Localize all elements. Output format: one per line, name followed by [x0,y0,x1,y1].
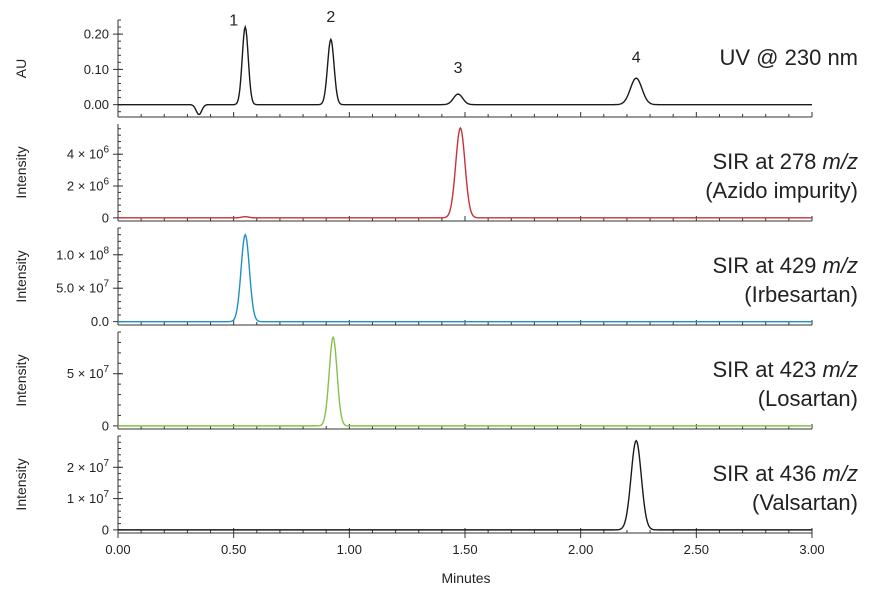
panel-label-line1: SIR at 423 m/z [712,357,858,382]
y-tick-mantissa: 0 [102,522,109,537]
trace-uv [118,24,812,116]
panel-label-text: UV @ 230 nm [720,45,859,70]
y-axis-title: Intensity [13,458,29,510]
y-tick-label: 1 × 107 [67,489,110,506]
y-tick-mantissa: 5 × 10 [67,366,104,381]
x-tick-label: 1.50 [452,542,477,557]
panel-label-unit: m/z [823,253,858,278]
y-tick-label: 0 [102,210,109,225]
panel-label-text: SIR at 423 [712,357,822,382]
y-tick-label: 2 × 107 [67,458,110,475]
y-tick-label: 0.10 [84,62,109,77]
panel-uv: 0.00 0.10 0.20 AU UV @ 230 nm 1 2 3 4 [13,9,859,118]
y-tick-mantissa: 0 [102,418,109,433]
y-axis-title: AU [13,59,29,78]
y-tick-label: 2 × 106 [67,177,110,194]
peak-label: 3 [454,60,463,77]
trace-sir278 [118,126,812,219]
y-tick-label: 0.20 [84,27,109,42]
trace-sir436 [118,439,812,531]
x-tick-label: 3.00 [799,542,824,557]
panel-sir429: 0.0 5.0 × 107 1.0 × 108 Intensity SIR at 429… [13,227,858,329]
x-tick-label: 2.00 [568,542,593,557]
y-tick-label: 1.0 × 108 [56,245,109,262]
x-axis-title: Minutes [441,570,490,586]
panel-label-text: SIR at 436 [712,461,822,486]
x-tick-label: 0.50 [221,542,246,557]
y-axis-title: Intensity [13,250,29,302]
y-tick-label: 0 [102,418,109,433]
y-tick-exponent: 7 [103,458,109,469]
y-tick-mantissa: 0.0 [91,314,109,329]
y-tick-label: 5.0 × 107 [56,279,109,296]
y-tick-exponent: 6 [103,145,109,156]
y-tick-mantissa: 2 × 10 [67,460,104,475]
x-tick-label: 0.00 [105,542,130,557]
panel-label-unit: m/z [823,357,858,382]
y-tick-label: 0 [102,522,109,537]
y-tick-exponent: 7 [103,489,109,500]
trace-sir429 [118,233,812,323]
panel-label-text: SIR at 429 [712,253,822,278]
y-axis-title: Intensity [13,146,29,198]
panel-label-unit: m/z [823,461,858,486]
y-tick-mantissa: 5.0 × 10 [56,281,103,296]
y-tick-mantissa: 2 × 10 [67,179,104,194]
y-tick-label: 0.00 [84,97,109,112]
peak-label: 1 [229,12,238,29]
y-tick-exponent: 7 [103,279,109,290]
x-tick-label: 2.50 [684,542,709,557]
y-tick-label: 5 × 107 [67,364,110,381]
panel-sir423: 0 5 × 107 Intensity SIR at 423 m/z (Losartan… [13,331,858,433]
y-tick-exponent: 6 [103,177,109,188]
y-tick-mantissa: 0 [102,210,109,225]
panel-label-text: SIR at 278 [712,149,822,174]
panel-label-unit: m/z [823,149,858,174]
panel-label-line2: (Losartan) [758,386,858,411]
y-tick-label: 0.0 [91,314,109,329]
y-tick-exponent: 8 [103,245,109,256]
panel-label-line1: SIR at 429 m/z [712,253,858,278]
panel-label-line2: (Irbesartan) [744,282,858,307]
peak-label: 4 [632,49,641,66]
peak-label: 2 [326,9,335,26]
y-axis-title: Intensity [13,354,29,406]
y-tick-mantissa: 4 × 10 [67,147,104,162]
y-tick-label: 4 × 106 [67,145,110,162]
panel-label-line1: SIR at 436 m/z [712,461,858,486]
y-tick-exponent: 7 [103,364,109,375]
panel-label-line1: UV @ 230 nm [720,45,859,70]
y-tick-mantissa: 1 × 10 [67,491,104,506]
y-tick-mantissa: 1.0 × 10 [56,247,103,262]
x-axis: 0.00 0.50 1.00 1.50 2.00 2.50 3.00 [105,533,825,557]
panel-label-line2: (Azido impurity) [705,178,858,203]
panel-label-line1: SIR at 278 m/z [712,149,858,174]
trace-sir423 [118,335,812,427]
panel-label-line2: (Valsartan) [752,490,858,515]
x-tick-label: 1.00 [337,542,362,557]
